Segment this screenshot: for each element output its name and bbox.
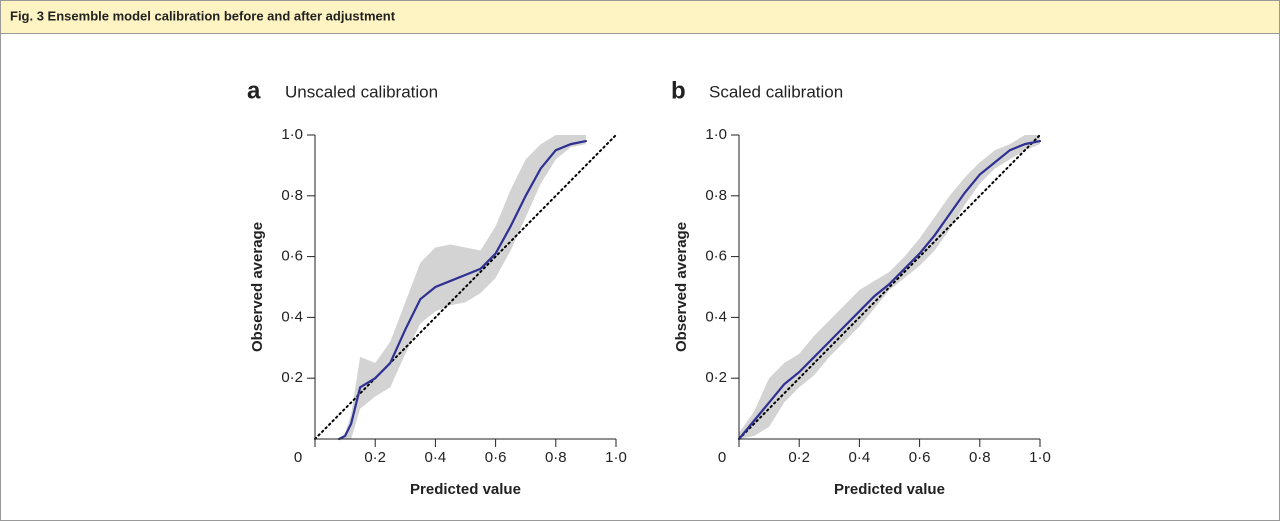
x-tick-label: 0	[718, 449, 726, 466]
confidence-band	[339, 135, 586, 439]
x-tick-label: 1·0	[605, 449, 627, 466]
y-tick-label: 1·0	[705, 126, 727, 143]
y-axis-label: Observed average	[673, 222, 690, 352]
y-tick-label: 0·2	[281, 369, 303, 386]
x-axis-label: Predicted value	[834, 481, 945, 498]
x-tick-label: 0·8	[969, 449, 991, 466]
panel-title: Scaled calibration	[709, 82, 843, 101]
y-tick-label: 0·2	[705, 369, 727, 386]
x-tick-label: 0·6	[485, 449, 507, 466]
y-tick-label: 0·6	[281, 248, 303, 265]
x-tick-label: 0·2	[788, 449, 810, 466]
y-tick-label: 0·4	[705, 308, 727, 325]
x-tick-label: 0·8	[545, 449, 567, 466]
x-tick-label: 0·4	[849, 449, 871, 466]
y-tick-label: 0·6	[705, 248, 727, 265]
x-tick-label: 0	[294, 449, 302, 466]
panel-title: Unscaled calibration	[285, 82, 438, 101]
x-tick-label: 0·4	[425, 449, 447, 466]
header-title: Fig. 3 Ensemble model calibration before…	[10, 8, 396, 23]
calibration-line	[737, 139, 1042, 441]
y-tick-label: 0·8	[705, 187, 727, 204]
x-tick-label: 1·0	[1029, 449, 1051, 466]
panel-label: a	[247, 77, 261, 104]
x-tick-label: 0·2	[364, 449, 386, 466]
y-tick-label: 0·8	[281, 187, 303, 204]
y-tick-label: 0·4	[281, 308, 303, 325]
panel-label: b	[671, 77, 686, 104]
x-axis-label: Predicted value	[410, 481, 521, 498]
y-tick-label: 1·0	[281, 126, 303, 143]
x-tick-label: 0·6	[909, 449, 931, 466]
y-axis-label: Observed average	[249, 222, 266, 352]
reference-line	[738, 134, 1041, 440]
calibration-line	[337, 139, 587, 441]
header-bar	[0, 0, 1280, 34]
reference-line	[314, 134, 617, 440]
